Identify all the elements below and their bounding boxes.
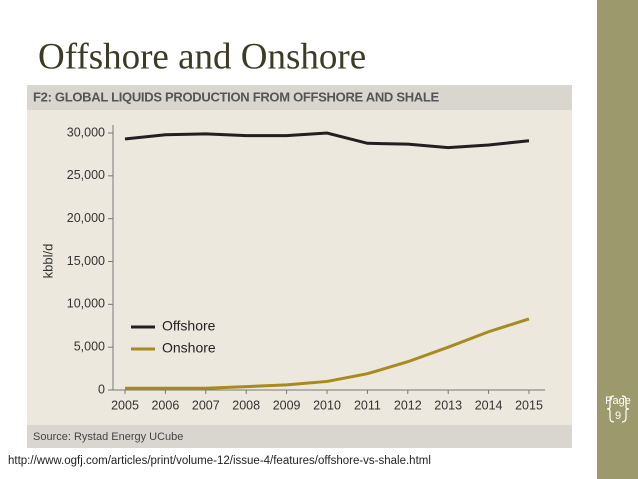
page-label: Page [605,395,631,407]
x-tick-label: 2012 [394,398,422,412]
chart-source: Source: Rystad Energy UCube [33,431,183,443]
y-tick-label: 20,000 [67,211,105,225]
x-tick-label: 2011 [354,398,381,412]
y-tick-label: 15,000 [67,254,105,268]
y-axis-label: kbbl/d [40,244,55,279]
x-tick-label: 2007 [192,398,220,412]
x-tick-label: 2015 [515,398,543,412]
series-line [124,131,530,150]
x-tick-label: 2009 [273,398,301,412]
page-number: 9 [615,410,621,422]
chart-frame [27,85,572,448]
x-tick-label: 2005 [111,398,139,412]
chart-footer [27,425,572,448]
x-tick-label: 2013 [434,398,462,412]
y-tick-label: 10,000 [67,297,105,311]
x-tick-label: 2010 [313,398,341,412]
y-tick-label: 30,000 [67,125,105,139]
x-tick-label: 2006 [151,398,179,412]
sidebar [597,0,638,479]
bracket-left [606,395,615,423]
y-tick-label: 0 [98,382,105,396]
series-line [125,317,530,390]
slide-title: Offshore and Onshore [38,36,366,77]
x-tick-label: 2008 [232,398,260,412]
y-tick-label: 5,000 [74,339,105,353]
chart-title: F2: GLOBAL LIQUIDS PRODUCTION FROM OFFSH… [33,89,440,104]
source-url: http://www.ogfj.com/articles/print/volum… [8,455,431,467]
x-tick-label: 2014 [475,398,503,412]
legend-label: Onshore [162,340,216,356]
chart-header [27,85,572,110]
y-tick-label: 25,000 [67,168,105,182]
legend-label: Offshore [162,318,216,334]
bracket-right [621,395,630,423]
